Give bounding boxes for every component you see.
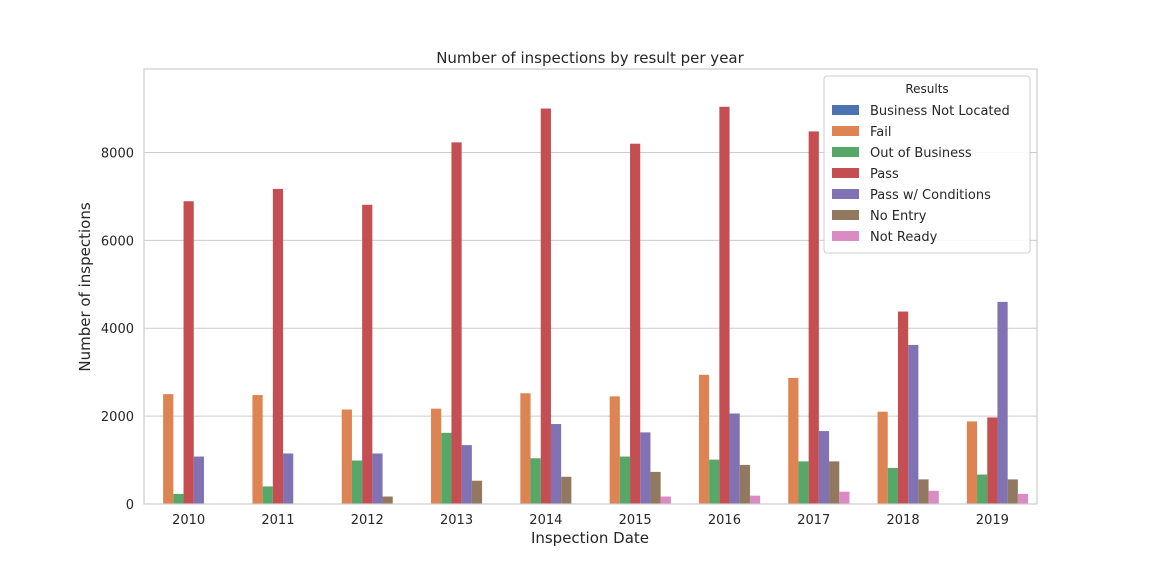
y-tick-label: 4000 [101, 322, 134, 337]
x-tick-label: 2010 [172, 513, 205, 528]
legend-box [823, 75, 1031, 254]
bar-pass-2014 [540, 108, 551, 504]
bar-not-ready-2018 [928, 490, 939, 504]
bar-pass-2010 [183, 201, 194, 504]
x-tick-label: 2017 [797, 513, 830, 528]
legend-label: Fail [870, 125, 891, 140]
bar-fail-2015 [609, 396, 620, 504]
bar-pass-w-conditions-2017 [818, 431, 830, 504]
bar-pass-w-conditions-2019 [997, 301, 1008, 504]
bar-pass-2017 [808, 131, 819, 505]
legend-swatch [832, 126, 859, 136]
bar-pass-w-conditions-2015 [640, 432, 651, 504]
bar-out-of-business-2017 [798, 461, 809, 504]
x-tick-label: 2015 [619, 513, 652, 528]
bar-pass-w-conditions-2011 [283, 453, 294, 504]
bar-pass-2015 [630, 143, 641, 505]
y-axis-label: Number of inspections [76, 202, 94, 371]
bars [163, 106, 1029, 505]
y-tick-label: 6000 [101, 234, 134, 249]
x-axis-label: Inspection Date [531, 529, 649, 547]
bar-pass-2013 [451, 142, 462, 504]
bar-no-entry-2012 [382, 496, 393, 504]
bar-pass-2019 [987, 417, 998, 504]
bar-out-of-business-2016 [709, 459, 720, 504]
bar-fail-2012 [341, 409, 352, 504]
bar-fail-2017 [788, 377, 799, 504]
legend-swatch [832, 231, 859, 241]
bar-not-ready-2019 [1017, 493, 1029, 504]
x-tick-label: 2013 [440, 513, 473, 528]
bar-out-of-business-2015 [619, 456, 631, 504]
bar-fail-2013 [431, 408, 442, 504]
legend-swatch [832, 189, 859, 199]
bar-out-of-business-2011 [262, 486, 273, 504]
bar-fail-2011 [252, 395, 263, 504]
legend-title: Results [905, 82, 948, 96]
bar-not-ready-2016 [749, 495, 761, 504]
y-tick-label: 8000 [101, 146, 134, 161]
bar-out-of-business-2012 [351, 460, 363, 504]
bar-out-of-business-2013 [441, 432, 452, 504]
bar-no-entry-2016 [739, 464, 750, 504]
bar-out-of-business-2019 [977, 474, 988, 504]
x-tick-label: 2011 [261, 513, 294, 528]
bar-no-entry-2018 [918, 479, 929, 504]
bar-pass-2018 [897, 311, 909, 504]
bar-out-of-business-2018 [887, 467, 898, 504]
y-tick-label: 2000 [101, 410, 134, 425]
legend-label: Pass [870, 167, 899, 182]
bar-pass-2011 [272, 188, 284, 505]
x-tick-label: 2012 [351, 513, 384, 528]
legend-label: Pass w/ Conditions [870, 188, 991, 203]
bar-pass-w-conditions-2016 [729, 413, 740, 504]
bar-pass-w-conditions-2013 [461, 445, 472, 504]
legend-label: No Entry [870, 209, 927, 224]
bar-pass-w-conditions-2018 [908, 344, 919, 504]
plot-frame [143, 68, 1038, 505]
x-tick-label: 2014 [529, 513, 562, 528]
bar-pass-w-conditions-2010 [193, 456, 204, 504]
x-axis-ticks: 2010 2011 2012 2013 2014 2015 2016 2017 2018 2019 [172, 513, 1009, 528]
bar-no-entry-2015 [650, 471, 661, 504]
bar-fail-2019 [966, 421, 978, 504]
legend-label: Business Not Located [870, 104, 1010, 119]
legend-swatch [832, 105, 859, 115]
legend-swatch [832, 168, 859, 178]
x-tick-label: 2018 [887, 513, 920, 528]
bar-not-ready-2017 [839, 491, 850, 504]
bar-pass-2016 [719, 106, 730, 505]
bar-no-entry-2019 [1007, 479, 1018, 504]
bar-fail-2018 [877, 411, 888, 504]
legend-label: Out of Business [870, 146, 972, 161]
bar-no-entry-2017 [829, 461, 840, 504]
x-tick-label: 2019 [976, 513, 1009, 528]
bar-fail-2010 [163, 394, 174, 504]
bar-no-entry-2014 [561, 476, 572, 504]
bar-pass-w-conditions-2014 [550, 424, 562, 504]
bar-no-entry-2013 [471, 480, 483, 504]
bar-pass-w-conditions-2012 [372, 453, 383, 504]
chart-title: Number of inspections by result per year [436, 49, 744, 67]
y-axis-ticks: 0 2000 4000 6000 8000 [101, 146, 134, 513]
bar-not-ready-2015 [660, 496, 671, 504]
legend: Results Business Not Located Fail Out of Bu… [823, 75, 1031, 254]
legend-label: Not Ready [870, 230, 938, 245]
x-tick-label: 2016 [708, 513, 741, 528]
legend-swatch [832, 210, 859, 220]
bar-fail-2016 [698, 374, 710, 504]
legend-swatch [832, 147, 859, 157]
bar-out-of-business-2010 [173, 493, 184, 504]
bar-fail-2014 [520, 393, 531, 504]
bar-out-of-business-2014 [530, 458, 541, 504]
bar-pass-2012 [362, 204, 373, 505]
y-tick-label: 0 [126, 498, 134, 513]
